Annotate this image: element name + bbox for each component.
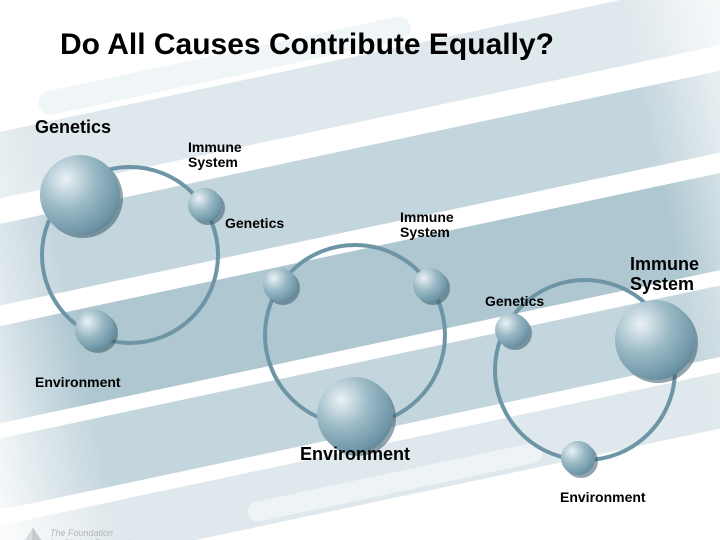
sphere: [75, 310, 115, 350]
diagram-label: Environment: [35, 375, 121, 390]
sphere: [561, 441, 595, 475]
sphere: [317, 377, 393, 453]
diagram-label: Environment: [560, 490, 646, 505]
diagram-label: Environment: [300, 445, 410, 465]
sphere: [495, 313, 529, 347]
sphere: [413, 268, 447, 302]
sphere: [40, 155, 120, 235]
page-title: Do All Causes Contribute Equally?: [60, 28, 680, 62]
diagram-label: Genetics: [225, 216, 284, 231]
diagram-label: Immune System: [400, 210, 454, 241]
diagram-label: Immune System: [188, 140, 242, 171]
diagram-label: Immune System: [630, 255, 699, 295]
diagram-label: Genetics: [485, 294, 544, 309]
sphere: [263, 268, 297, 302]
sphere: [615, 300, 695, 380]
sphere: [188, 188, 222, 222]
diagram-label: Genetics: [35, 118, 111, 138]
footer-text: The Foundation for Clinical Research in …: [50, 528, 133, 540]
